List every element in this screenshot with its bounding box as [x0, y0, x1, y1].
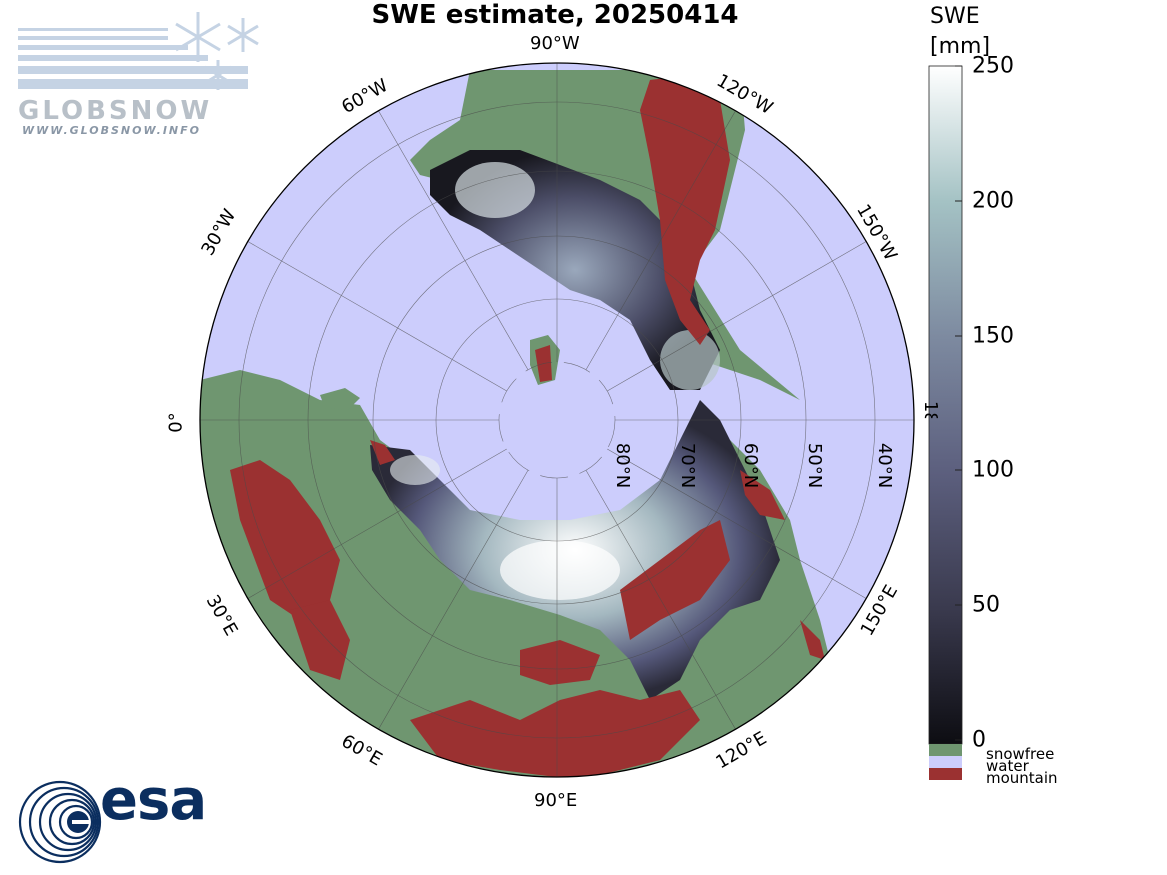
colorbar-title: SWE [mm]: [930, 2, 990, 62]
colorbar-tick-label: 100: [972, 457, 1014, 483]
meridian-line: [247, 448, 507, 599]
colorbar: [928, 65, 963, 780]
graticule: [200, 63, 914, 777]
swe-peak-ne: [660, 330, 720, 390]
globsnow-wordmark: GLOBSNOW: [18, 96, 213, 126]
lon-label-90w: 90°W: [530, 33, 580, 54]
category-label-snowfree: snowfree: [986, 745, 1055, 763]
meridian-line: [247, 241, 507, 392]
lat-label-60n: 60°N: [740, 442, 762, 489]
category-label-water: water: [986, 757, 1029, 775]
meridian-line: [585, 470, 736, 730]
colorbar-tick-label: 150: [972, 323, 1014, 349]
globsnow-stripes-icon: [18, 12, 259, 90]
meridian-line: [607, 448, 867, 599]
category-label-mountain: mountain: [986, 769, 1058, 787]
esa-wordmark: esa: [100, 768, 207, 833]
colorbar-title-line1: SWE: [930, 4, 980, 29]
colorbar-title-line2: [mm]: [930, 34, 991, 59]
lat-label-50n: 50°N: [804, 442, 826, 489]
colorbar-tick-label: 250: [972, 53, 1014, 79]
swe-peak-siberia: [500, 540, 620, 600]
meridian-line: [378, 110, 529, 370]
category-swatch-water: [929, 756, 962, 768]
snowflake-icon: [175, 12, 259, 90]
lon-label-0: 0°: [165, 412, 187, 433]
map-title: SWE estimate, 20250414: [371, 0, 739, 30]
esa-globe-icon: [18, 780, 102, 864]
colorbar-tick-label: 0: [972, 727, 986, 753]
colorbar-tick-label: 200: [972, 188, 1014, 214]
swe-peak-scandinavia: [390, 455, 440, 485]
lat-label-40n: 40°N: [874, 442, 896, 489]
mountain-regions: [230, 75, 825, 777]
lon-label-90e: 90°E: [534, 790, 578, 811]
lat-label-80n: 80°N: [612, 442, 634, 489]
meridian-line: [378, 470, 529, 730]
category-swatch-snowfree: [929, 744, 962, 756]
meridian-line: [585, 110, 736, 370]
colorbar-tick-label: 50: [972, 592, 1000, 618]
meridian-line: [607, 241, 867, 392]
map-frame: [199, 62, 915, 778]
lat-label-70n: 70°N: [677, 442, 699, 489]
land-iceland: [320, 388, 360, 410]
category-swatch-mountain: [929, 768, 962, 780]
colorbar-gradient: [928, 65, 963, 745]
globsnow-url: WWW.GLOBSNOW.INFO: [22, 124, 202, 137]
swe-peak-nw: [455, 162, 535, 218]
